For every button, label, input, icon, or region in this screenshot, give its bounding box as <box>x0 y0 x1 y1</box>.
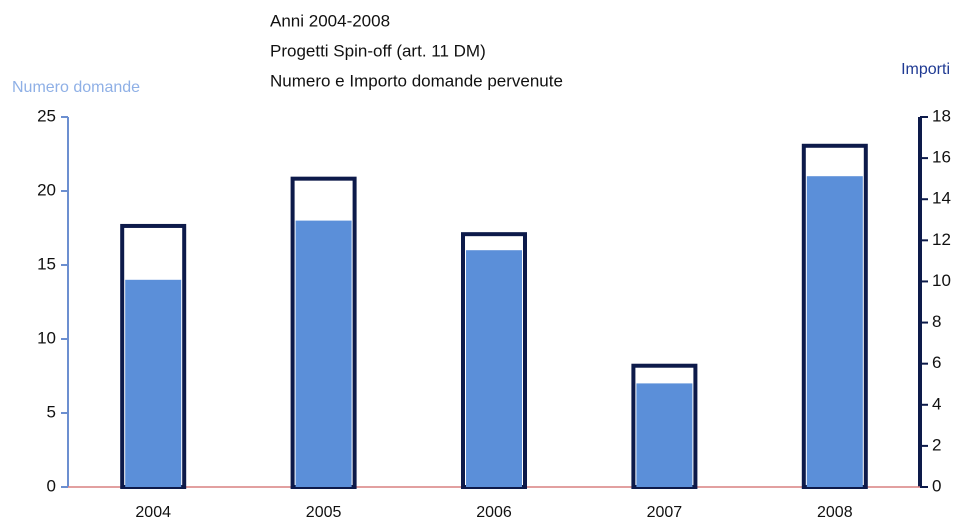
y2-tick-label: 16 <box>932 148 951 167</box>
chart-subtitle: Progetti Spin-off (art. 11 DM) <box>270 41 486 60</box>
bar <box>295 220 352 487</box>
y2-axis-label: Importi <box>901 61 950 78</box>
bar <box>636 383 693 487</box>
bar <box>806 176 863 487</box>
y2-tick-label: 8 <box>932 312 941 331</box>
y-tick-label: 10 <box>37 328 56 347</box>
y2-tick-label: 14 <box>932 189 951 208</box>
x-tick-label: 2007 <box>647 504 683 521</box>
y2-tick-label: 10 <box>932 271 951 290</box>
y2-tick-label: 12 <box>932 230 951 249</box>
chart-subtitle: Numero e Importo domande pervenute <box>270 71 563 90</box>
chart-title: Anni 2004-2008 <box>270 11 390 30</box>
x-tick-label: 2004 <box>135 504 171 521</box>
y-tick-label: 25 <box>37 106 56 125</box>
x-tick-label: 2008 <box>817 504 853 521</box>
y2-tick-label: 6 <box>932 353 941 372</box>
y2-tick-label: 4 <box>932 394 941 413</box>
bar <box>466 250 522 487</box>
x-tick-label: 2006 <box>476 504 512 521</box>
y-axis-label: Numero domande <box>12 79 140 96</box>
bar <box>125 279 182 487</box>
y2-tick-label: 0 <box>932 476 941 495</box>
x-tick-label: 2005 <box>306 504 342 521</box>
y-tick-label: 5 <box>47 402 56 421</box>
y-tick-label: 15 <box>37 254 56 273</box>
y-tick-label: 0 <box>47 476 56 495</box>
y2-tick-label: 18 <box>932 106 951 125</box>
y-tick-label: 20 <box>37 180 56 199</box>
y2-tick-label: 2 <box>932 435 941 454</box>
